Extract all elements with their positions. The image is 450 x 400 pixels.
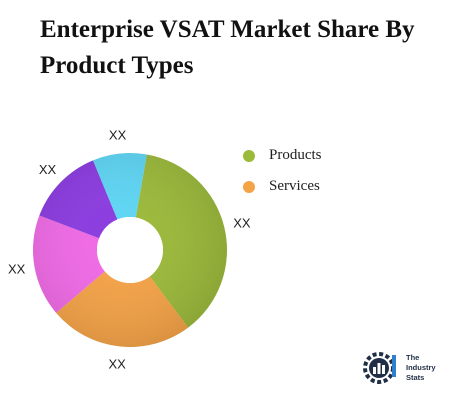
brand-logo: The Industry Stats <box>362 351 436 385</box>
slice-label-0: XX <box>233 215 251 230</box>
chart-title: Enterprise VSAT Market Share By Product … <box>40 16 415 79</box>
legend-label: Products <box>269 147 322 163</box>
brand-name: The Industry Stats <box>406 353 436 383</box>
slice-label-1: XX <box>109 356 127 371</box>
industry-stats-logo-icon <box>363 352 396 384</box>
legend: Products Services <box>243 140 322 202</box>
brand-line: Industry <box>406 363 436 372</box>
brand-line: The <box>406 353 420 362</box>
legend-item-products: Products <box>243 140 322 171</box>
legend-label: Services <box>269 178 320 194</box>
donut-hole <box>97 217 163 283</box>
slice-label-3: XX <box>39 162 57 177</box>
brand-line: Stats <box>406 373 425 382</box>
legend-item-services: Services <box>243 171 322 202</box>
slice-label-2: XX <box>8 262 26 277</box>
legend-swatch <box>243 180 255 193</box>
legend-swatch <box>243 149 255 162</box>
slice-label-4: XX <box>109 128 127 143</box>
